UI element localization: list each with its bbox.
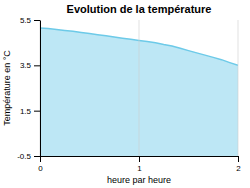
tick: -0.5 [17,152,40,161]
tick-label: 1 [137,164,142,173]
tick-mark [34,65,40,66]
x-grid [40,20,238,156]
grid-line [238,20,239,156]
y-axis: -0.5 1.5 3.5 5.5 [17,16,40,161]
grid-line [139,20,140,156]
tick-label: 5.5 [20,16,32,25]
tick: 0 [38,156,43,173]
tick-label: 0 [38,164,43,173]
tick: 3.5 [20,61,40,70]
tick: 1.5 [20,107,40,116]
title: Evolution de la température [67,3,212,15]
chart: 0 1 2 -0.5 1.5 3.5 5.5 Evolution de la températ… [0,0,250,188]
tick: 5.5 [20,16,40,25]
x-axis-title: heure par heure [107,175,171,185]
tick: 1 [137,156,142,173]
grid-line [40,20,41,156]
tick-mark [238,156,239,162]
tick-label: -0.5 [17,152,31,161]
x-axis: 0 1 2 [38,156,241,173]
tick-mark [34,156,40,157]
tick-label: 3.5 [20,61,32,70]
tick-label: 2 [236,164,241,173]
tick-mark [34,20,40,21]
y-axis-title: Température en °C [2,50,12,126]
tick-mark [139,156,140,162]
tick-mark [34,111,40,112]
tick-label: 1.5 [20,107,32,116]
tick-mark [40,156,41,162]
axis-line [40,21,41,157]
tick: 2 [236,156,241,173]
